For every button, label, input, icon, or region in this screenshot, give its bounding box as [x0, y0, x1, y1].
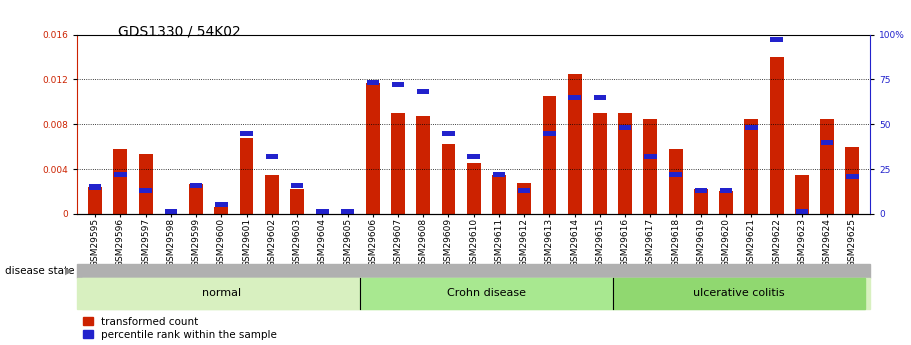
Bar	[83, 278, 360, 309]
Bar	[215, 203, 228, 207]
Bar	[442, 144, 456, 214]
Bar	[518, 188, 530, 193]
Bar	[720, 188, 732, 193]
Text: normal: normal	[201, 288, 241, 298]
Bar	[694, 189, 708, 214]
Bar	[265, 175, 279, 214]
Bar	[165, 209, 177, 214]
Bar	[466, 164, 481, 214]
Bar	[568, 95, 581, 100]
Bar	[366, 83, 380, 214]
Bar	[795, 175, 809, 214]
Legend: transformed count, percentile rank within the sample: transformed count, percentile rank withi…	[83, 317, 277, 340]
Bar	[669, 149, 682, 214]
Bar	[316, 209, 329, 214]
Bar	[771, 37, 783, 42]
Bar	[795, 209, 808, 214]
Bar	[342, 209, 353, 214]
Bar	[770, 57, 783, 214]
Bar	[543, 96, 557, 214]
Bar	[744, 119, 758, 214]
Bar	[820, 119, 834, 214]
Bar	[417, 89, 429, 95]
Bar	[416, 116, 430, 214]
Bar	[366, 80, 379, 86]
Text: Crohn disease: Crohn disease	[446, 288, 526, 298]
Text: ▶: ▶	[66, 266, 73, 276]
Bar	[612, 278, 865, 309]
Bar	[695, 188, 707, 193]
Bar	[845, 147, 859, 214]
Bar	[719, 191, 733, 214]
Bar	[139, 188, 152, 193]
Bar	[89, 185, 101, 189]
Bar	[391, 113, 404, 214]
Bar	[442, 131, 455, 136]
Bar	[821, 140, 834, 145]
Bar	[568, 74, 581, 214]
Bar	[138, 155, 152, 214]
Bar	[643, 119, 658, 214]
Bar	[619, 113, 632, 214]
Bar	[114, 172, 127, 177]
Text: disease state: disease state	[5, 266, 74, 276]
Bar	[240, 138, 253, 214]
Bar	[517, 183, 531, 214]
Bar	[594, 95, 606, 100]
Bar	[493, 172, 506, 177]
Bar	[392, 82, 404, 87]
Bar	[290, 189, 304, 214]
Bar	[492, 175, 506, 214]
Bar	[241, 131, 252, 136]
Bar	[360, 278, 612, 309]
Bar	[745, 125, 758, 130]
Bar	[467, 154, 480, 159]
Bar	[846, 174, 858, 179]
Text: ulcerative colitis: ulcerative colitis	[693, 288, 784, 298]
Bar	[644, 154, 657, 159]
Bar	[265, 154, 278, 159]
Bar	[214, 207, 229, 214]
Bar	[670, 172, 682, 177]
Bar	[593, 113, 607, 214]
Bar	[619, 125, 631, 130]
Bar	[291, 183, 303, 188]
Bar	[543, 131, 556, 136]
Bar	[189, 184, 203, 214]
Bar	[113, 149, 128, 214]
Bar	[88, 187, 102, 214]
Text: GDS1330 / 54K02: GDS1330 / 54K02	[118, 24, 241, 38]
Bar	[189, 183, 202, 188]
